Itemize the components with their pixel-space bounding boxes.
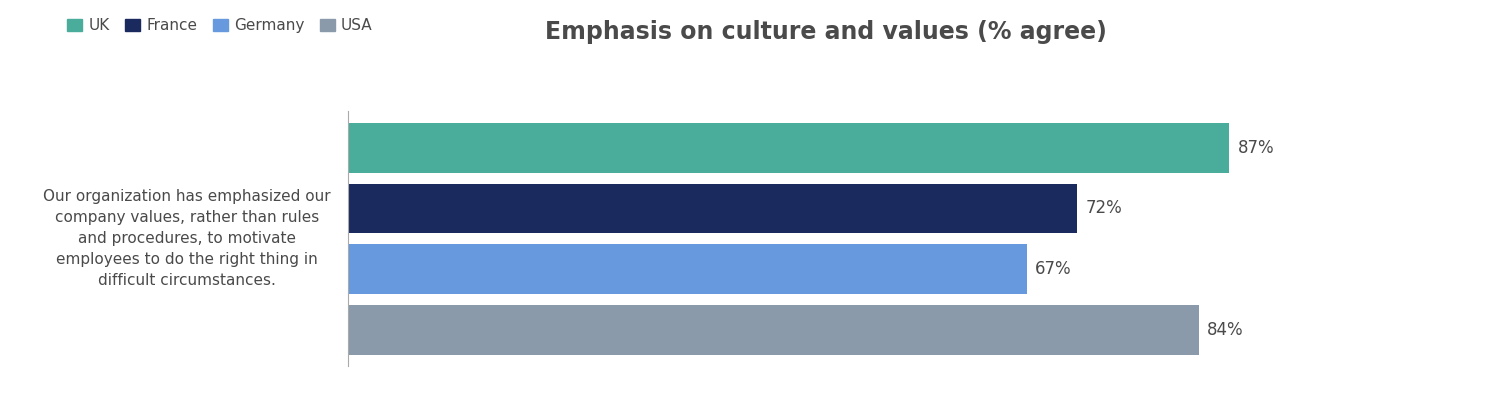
Bar [347,305,1199,355]
Text: 67%: 67% [1035,260,1071,278]
Text: 72%: 72% [1086,199,1122,217]
Bar [347,183,1077,233]
Text: 87%: 87% [1238,139,1274,157]
Text: 84%: 84% [1208,321,1244,339]
Text: Emphasis on culture and values (% agree): Emphasis on culture and values (% agree) [545,20,1107,44]
Bar [347,123,1230,173]
Legend: UK, France, Germany, USA: UK, France, Germany, USA [62,12,379,39]
Text: Our organization has emphasized our
company values, rather than rules
and proced: Our organization has emphasized our comp… [44,189,330,288]
Bar [347,244,1027,294]
